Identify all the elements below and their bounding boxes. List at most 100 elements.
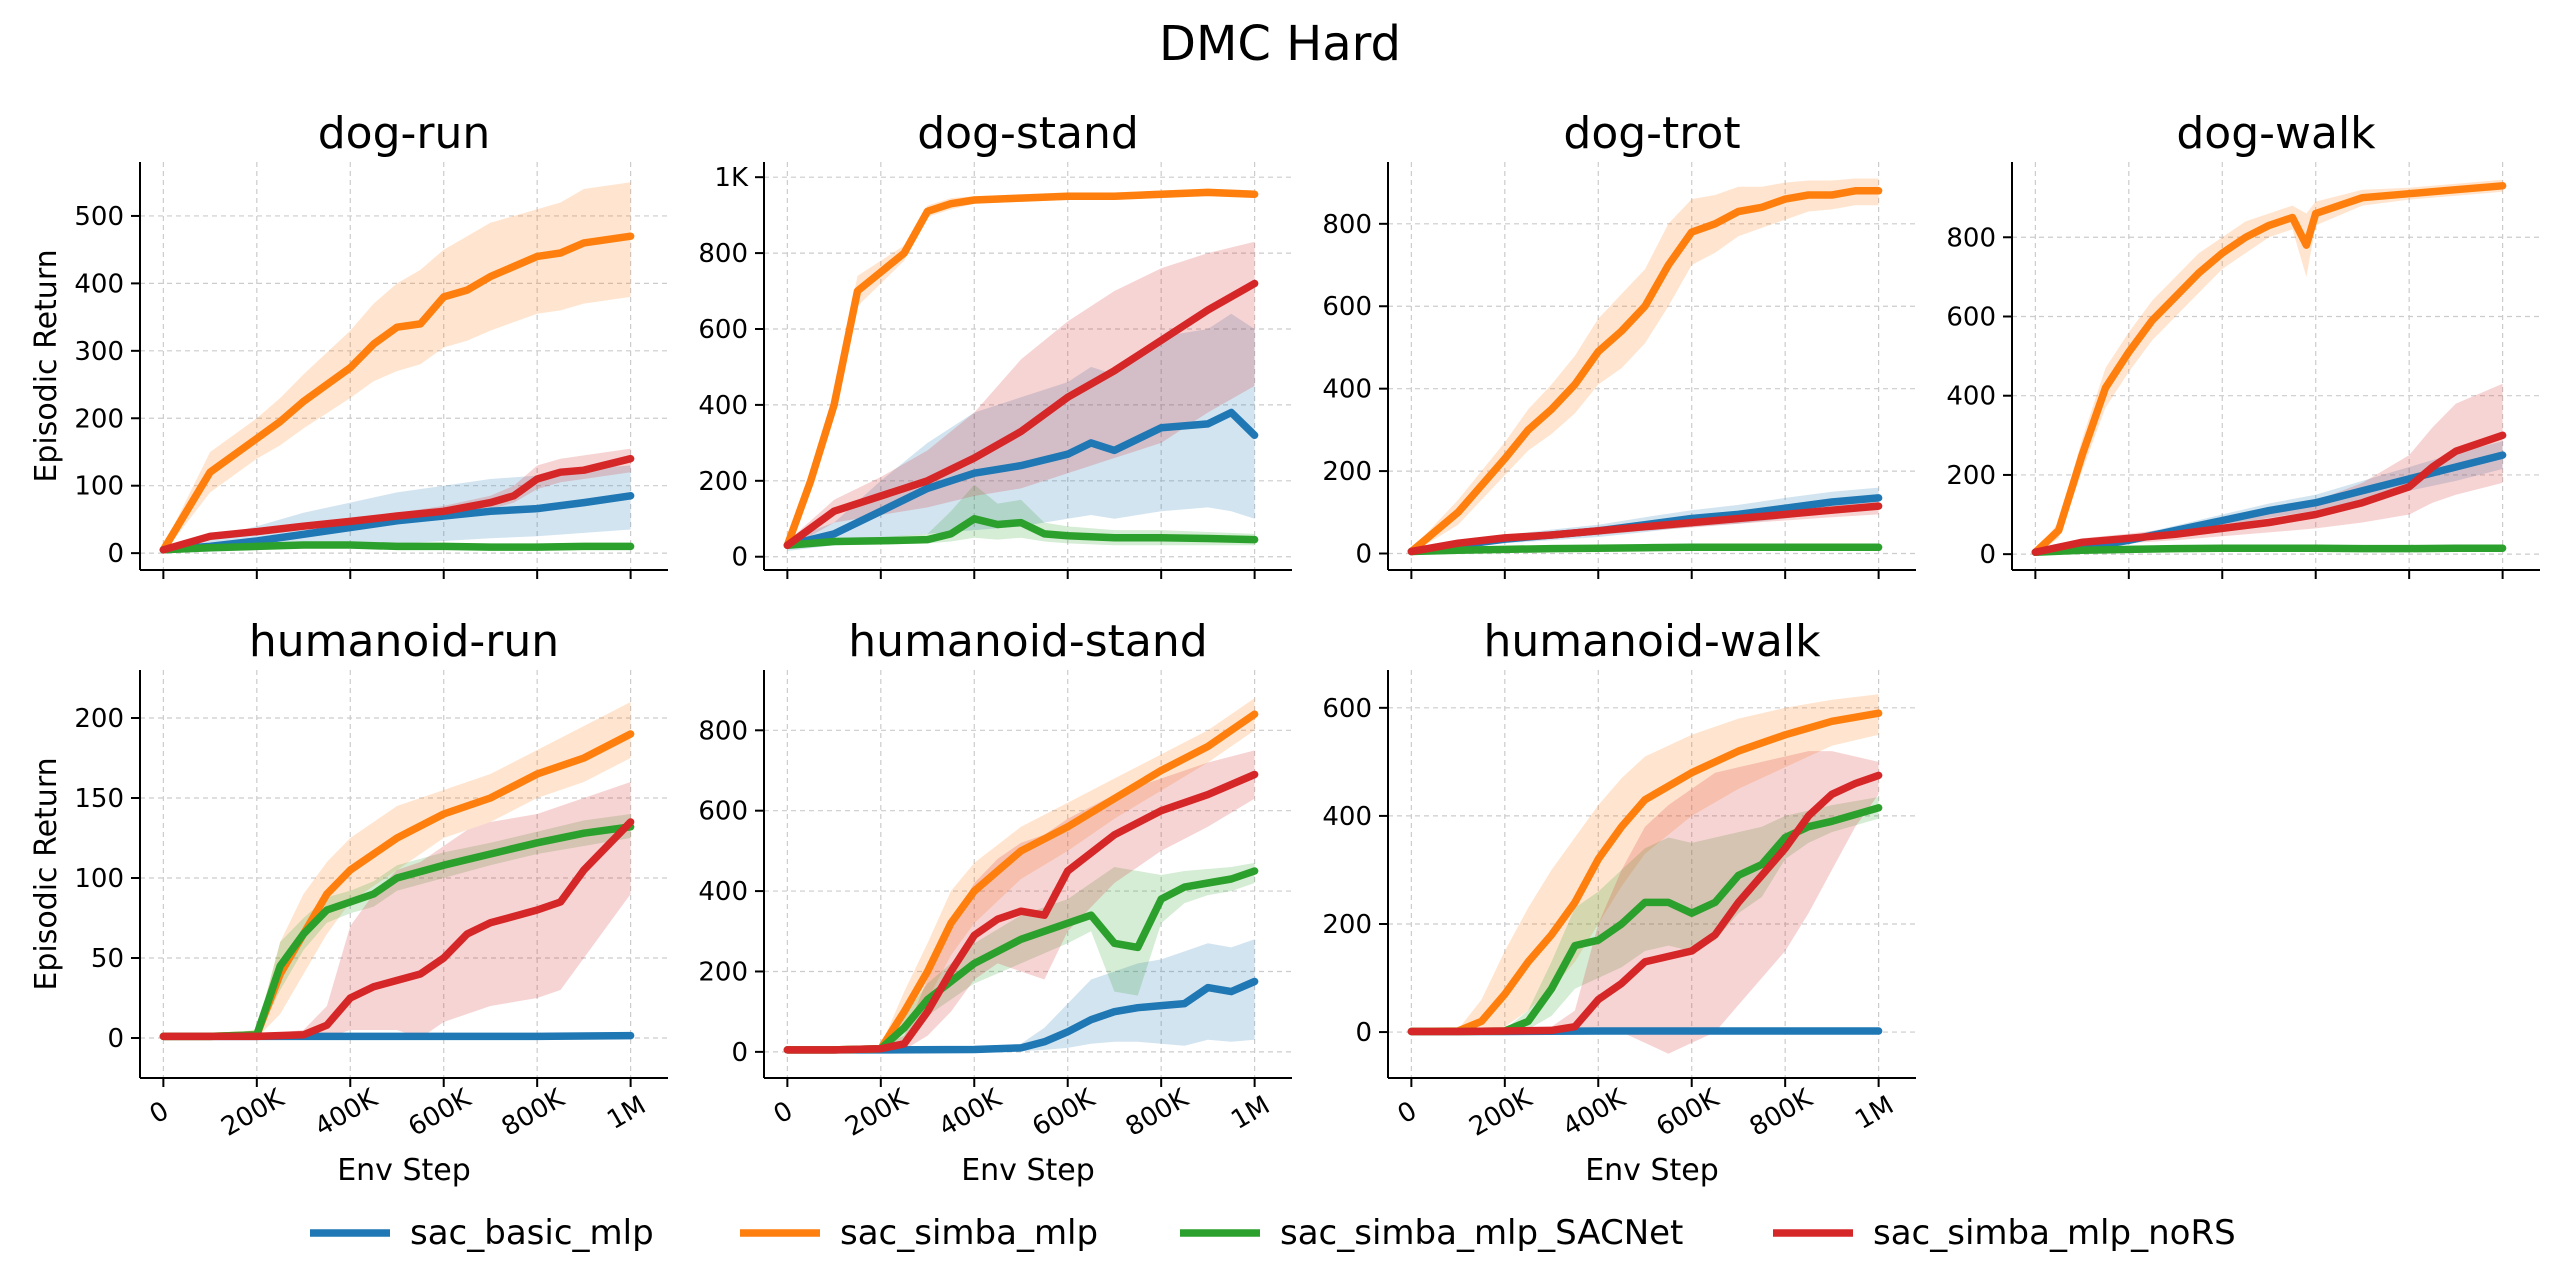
subplot-title: dog-stand	[917, 108, 1139, 159]
line-sac_simba_mlp	[159, 232, 635, 554]
y-tick-label: 100	[74, 472, 124, 502]
x-tick-label: 800K	[1745, 1083, 1819, 1143]
subplot-grid: 0 100 200 300 400 500 dog-run Episodic Return 0 2…	[29, 108, 2540, 1188]
line-sac_basic_mlp	[783, 977, 1259, 1054]
line-sac_simba_mlp_SACNet	[783, 867, 1259, 1054]
band-sac_simba_mlp_SACNet	[1411, 797, 1879, 1033]
line-sac_simba_mlp_noRS	[1407, 502, 1883, 556]
band-sac_simba_mlp	[163, 182, 631, 554]
band-sac_simba_mlp_noRS	[787, 241, 1255, 550]
line-sac_simba_mlp_SACNet	[159, 541, 635, 554]
y-tick-label: 150	[74, 784, 124, 814]
x-tick-label: 600K	[403, 1083, 477, 1143]
y-tick-label: 800	[1946, 223, 1996, 253]
subplot-title: dog-trot	[1563, 108, 1740, 159]
legend: sac_basic_mlp sac_simba_mlp sac_simba_mlp_…	[310, 1213, 2236, 1253]
legend-item-sac_simba_mlp: sac_simba_mlp	[740, 1213, 1098, 1253]
line-sac_simba_mlp	[2031, 182, 2507, 556]
line-sac_simba_mlp_noRS	[2031, 431, 2507, 556]
y-tick-label: 0	[731, 543, 748, 573]
line-sac_simba_mlp_SACNet	[1407, 804, 1883, 1036]
subplot-title: dog-run	[318, 108, 491, 159]
y-axis-label: Episodic Return	[29, 249, 64, 482]
x-tick-label: 800K	[1121, 1083, 1195, 1143]
line-sac_simba_mlp_SACNet	[1407, 543, 1883, 556]
y-tick-label: 200	[1322, 910, 1372, 940]
line-sac_simba_mlp_noRS	[159, 454, 635, 554]
y-tick-label: 0	[107, 539, 124, 569]
legend-item-sac_basic_mlp: sac_basic_mlp	[310, 1213, 654, 1253]
y-tick-label: 200	[1946, 461, 1996, 491]
y-tick-label: 0	[1979, 540, 1996, 570]
x-tick-label: 400K	[1558, 1083, 1632, 1143]
x-axis-label: Env Step	[961, 1153, 1095, 1188]
y-axis-label: Episodic Return	[29, 757, 64, 990]
line-sac_simba_mlp_noRS	[783, 279, 1259, 550]
line-sac_simba_mlp_SACNet	[2031, 544, 2507, 556]
x-tick-label: 800K	[497, 1083, 571, 1143]
y-tick-label: 100	[74, 864, 124, 894]
line-sac_simba_mlp_SACNet	[159, 823, 635, 1041]
y-tick-label: 200	[74, 704, 124, 734]
line-sac_simba_mlp	[1407, 709, 1883, 1036]
band-sac_simba_mlp_SACNet	[787, 862, 1255, 1052]
x-tick-label: 600K	[1027, 1083, 1101, 1143]
subplot-dog-run: 0 100 200 300 400 500 dog-run Episodic Return	[29, 108, 668, 579]
y-tick-label: 600	[698, 315, 748, 345]
line-sac_basic_mlp	[159, 492, 635, 554]
y-tick-label: 0	[1355, 1018, 1372, 1048]
y-tick-label: 600	[1322, 292, 1372, 322]
x-axis-label: Env Step	[337, 1153, 471, 1188]
grid	[2012, 162, 2540, 570]
y-tick-label: 400	[74, 269, 124, 299]
legend-label: sac_simba_mlp	[840, 1213, 1098, 1253]
x-tick-label: 1M	[1850, 1090, 1899, 1135]
x-tick-label: 1M	[1226, 1090, 1275, 1135]
y-tick-label: 400	[698, 877, 748, 907]
y-tick-label: 0	[107, 1024, 124, 1054]
y-tick-label: 400	[1322, 802, 1372, 832]
subplot-humanoid-walk: 0 200 400 600 0 200K 400K 600K 800K 1M humanoid-wa…	[1322, 616, 1916, 1188]
x-tick-label: 400K	[934, 1083, 1008, 1143]
line-sac_simba_mlp_noRS	[159, 818, 635, 1041]
grid	[764, 670, 1292, 1078]
y-tick-label: 500	[74, 202, 124, 232]
y-tick-label: 200	[698, 957, 748, 987]
x-tick-label: 1M	[602, 1090, 651, 1135]
grid	[140, 162, 668, 570]
y-tick-label: 300	[74, 337, 124, 367]
y-tick-label: 400	[1946, 382, 1996, 412]
y-tick-label: 400	[1322, 375, 1372, 405]
y-tick-label: 600	[1946, 302, 1996, 332]
y-tick-label: 1K	[714, 163, 749, 193]
y-tick-label: 800	[1322, 210, 1372, 240]
y-tick-label: 0	[1355, 540, 1372, 570]
x-tick-label: 0	[145, 1096, 174, 1130]
subplot-dog-stand: 0 200 400 600 800 1K dog-stand	[698, 108, 1292, 579]
band-sac_simba_mlp	[2035, 179, 2503, 555]
line-sac_simba_mlp_SACNet	[783, 515, 1259, 550]
x-tick-label: 0	[1393, 1096, 1422, 1130]
figure-title: DMC Hard	[1159, 16, 1401, 72]
legend-label: sac_simba_mlp_SACNet	[1280, 1213, 1683, 1253]
line-sac_simba_mlp	[1407, 187, 1883, 556]
subplot-dog-walk: 0 200 400 600 800 dog-walk	[1946, 108, 2540, 579]
line-sac_simba_mlp	[783, 188, 1259, 550]
subplot-dog-trot: 0 200 400 600 800 dog-trot	[1322, 108, 1916, 579]
legend-item-sac_simba_mlp_noRS: sac_simba_mlp_noRS	[1773, 1213, 2236, 1253]
band-sac_simba_mlp_noRS	[2035, 383, 2503, 555]
x-axis-label: Env Step	[1585, 1153, 1719, 1188]
y-tick-label: 600	[1322, 694, 1372, 724]
x-tick-label: 200K	[840, 1083, 914, 1143]
legend-label: sac_basic_mlp	[410, 1213, 654, 1253]
line-sac_basic_mlp	[783, 408, 1259, 550]
x-tick-label: 600K	[1651, 1083, 1725, 1143]
line-sac_simba_mlp_noRS	[783, 770, 1259, 1054]
y-tick-label: 200	[74, 404, 124, 434]
y-tick-label: 400	[698, 391, 748, 421]
band-sac_simba_mlp_SACNet	[787, 484, 1255, 550]
subplot-title: humanoid-stand	[848, 616, 1207, 667]
band-sac_simba_mlp	[1411, 694, 1879, 1033]
x-tick-label: 0	[769, 1096, 798, 1130]
